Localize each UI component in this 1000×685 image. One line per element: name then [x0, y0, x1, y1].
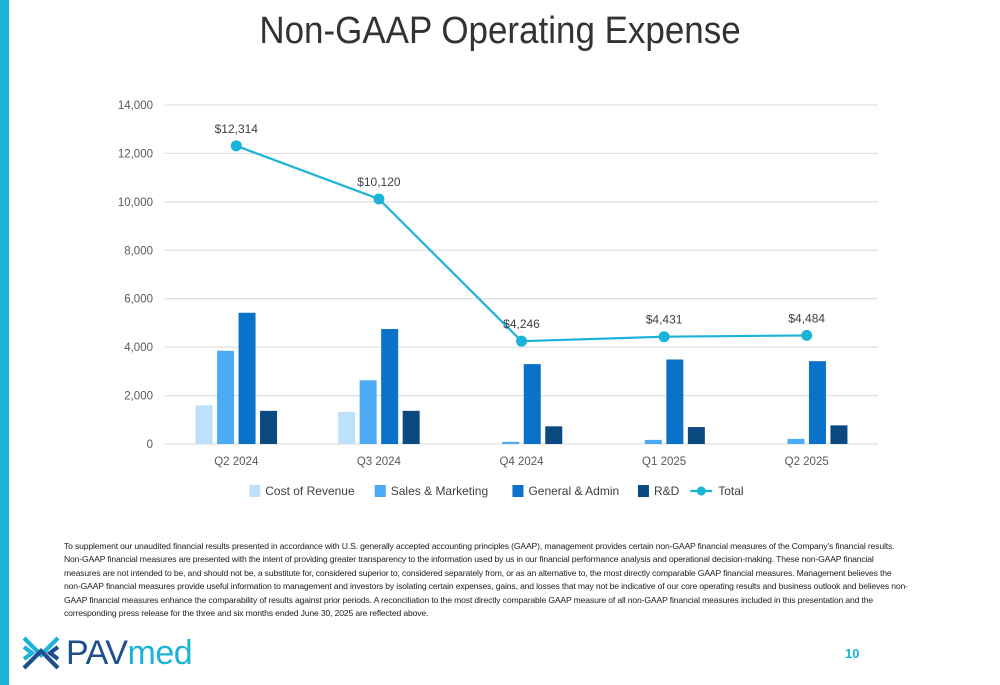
legend-label: General & Admin: [528, 484, 619, 498]
bar-3-2: [545, 426, 563, 444]
y-tick-label: 8,000: [124, 245, 153, 257]
legend-swatch: [374, 485, 386, 497]
y-tick-label: 0: [147, 439, 153, 451]
total-point: [516, 335, 527, 347]
total-point: [801, 329, 813, 341]
total-data-label: $4,246: [503, 317, 540, 331]
y-tick-label: 6,000: [124, 294, 153, 306]
bar-3-1: [402, 410, 420, 444]
total-data-label: $12,314: [215, 122, 259, 136]
y-tick-label: 14,000: [118, 100, 153, 112]
bar-3-3: [687, 427, 705, 444]
logo-text-med: med: [127, 634, 193, 672]
bar-2-2: [523, 364, 541, 444]
legend-swatch: [512, 485, 524, 497]
legend-label: Cost of Revenue: [265, 484, 355, 498]
page-title: Non-GAAP Operating Expense: [259, 10, 741, 52]
bar-0-0: [195, 405, 213, 444]
legend-swatch: [249, 485, 261, 497]
bar-2-1: [381, 328, 399, 444]
bar-1-2: [502, 441, 520, 444]
legend-label: R&D: [654, 484, 680, 498]
total-point: [658, 331, 670, 343]
total-data-label: $4,484: [788, 311, 825, 325]
bar-2-0: [238, 312, 256, 444]
y-tick-label: 10,000: [118, 197, 153, 209]
left-accent-bar: [0, 0, 9, 685]
bar-1-4: [787, 438, 805, 444]
bar-2-4: [808, 361, 826, 444]
expense-chart: 0 2,000 4,000 6,000 8,000 10,000 12,000 14,000 Q…: [118, 100, 878, 498]
legend-swatch: [637, 485, 649, 497]
x-tick-label: Q3 2024: [357, 456, 402, 468]
total-line: [235, 144, 807, 343]
legend-marker-total: [696, 486, 706, 496]
pavmed-logo: PAVmed: [20, 632, 193, 674]
total-data-label: $4,431: [646, 313, 683, 327]
bar-3-0: [260, 410, 278, 444]
total-data-label: $10,120: [357, 175, 401, 189]
legend-label: Sales & Marketing: [391, 484, 488, 498]
y-tick-label: 4,000: [124, 342, 153, 354]
bar-3-4: [830, 425, 848, 444]
pavmed-logo-text: PAVmed: [66, 632, 193, 674]
x-tick-label: Q1 2025: [642, 456, 686, 468]
bar-2-3: [666, 359, 684, 444]
x-tick-label: Q2 2025: [785, 456, 829, 468]
total-point: [373, 193, 385, 205]
total-point: [230, 140, 242, 152]
pavmed-logo-mark-icon: [22, 636, 60, 670]
y-tick-label: 2,000: [124, 391, 153, 403]
bar-1-0: [217, 350, 235, 444]
bar-0-1: [338, 411, 356, 444]
bar-1-3: [644, 439, 662, 444]
logo-text-pav: PAV: [66, 634, 128, 672]
y-tick-label: 12,000: [118, 148, 153, 160]
footnote-text: To supplement our unaudited financial re…: [64, 541, 908, 619]
bar-1-1: [359, 380, 377, 444]
x-tick-label: Q2 2024: [214, 456, 259, 468]
x-tick-label: Q4 2024: [499, 456, 544, 468]
page-number: 10: [845, 646, 860, 661]
legend-label: Total: [718, 484, 743, 498]
